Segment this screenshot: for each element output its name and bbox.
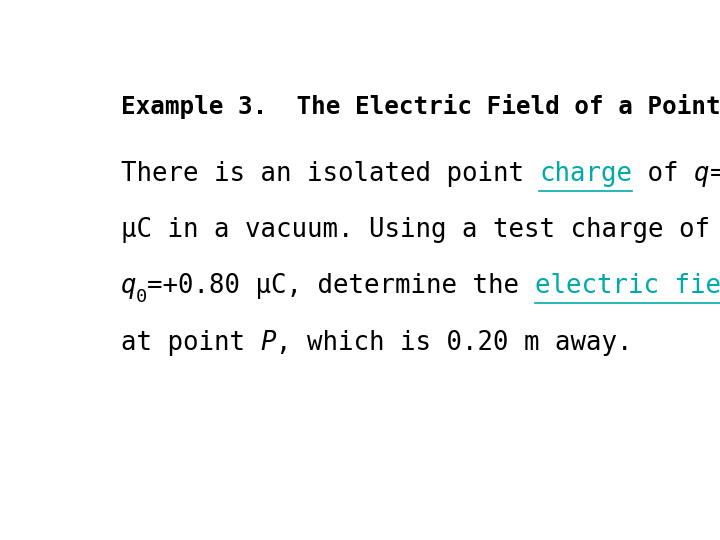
Text: q: q (694, 161, 710, 187)
Text: 0: 0 (136, 288, 148, 306)
Text: P: P (260, 329, 276, 356)
Text: at point: at point (121, 329, 260, 356)
Text: There is an isolated point: There is an isolated point (121, 161, 539, 187)
Text: q: q (121, 273, 136, 300)
Text: , which is 0.20 m away.: , which is 0.20 m away. (276, 329, 632, 356)
Text: =+15: =+15 (710, 161, 720, 187)
Text: charge: charge (539, 161, 632, 187)
Text: of: of (632, 161, 694, 187)
Text: =+0.80 μC, determine the: =+0.80 μC, determine the (148, 273, 535, 300)
Text: Example 3.  The Electric Field of a Point Charge: Example 3. The Electric Field of a Point… (121, 94, 720, 119)
Text: μC in a vacuum. Using a test charge of: μC in a vacuum. Using a test charge of (121, 218, 710, 244)
Text: electric field: electric field (535, 273, 720, 300)
